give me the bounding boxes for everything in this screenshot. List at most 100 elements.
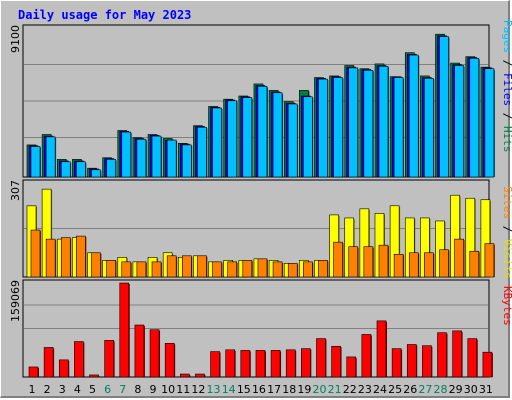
bar-pages (106, 159, 116, 178)
bar-sites (197, 255, 207, 278)
bar-kbytes (28, 366, 39, 378)
bar-sites (408, 252, 419, 278)
bar-kbytes (164, 343, 175, 378)
bar-kbytes (134, 324, 145, 378)
bar-kbytes (89, 374, 99, 378)
x-tick-label: 28 (434, 383, 448, 396)
bar-pages (303, 96, 313, 178)
bar-sites (91, 252, 101, 278)
x-tick-label: 14 (222, 383, 236, 396)
bar-sites (257, 258, 268, 278)
bar-pages (151, 135, 162, 178)
x-tick-label: 22 (343, 383, 357, 396)
bar-pages (348, 67, 359, 178)
x-tick-label: 23 (358, 383, 372, 396)
bar-sites (454, 238, 464, 278)
x-tick-label: 15 (237, 383, 251, 396)
bar-kbytes (240, 350, 251, 378)
x-tick-label: 27 (418, 383, 432, 396)
bar-pages (424, 78, 434, 178)
bar-sites (166, 255, 177, 278)
bar-sites (348, 246, 359, 278)
bar-sites (484, 243, 495, 278)
bar-kbytes (119, 282, 130, 378)
bar-kbytes (391, 348, 402, 378)
bar-kbytes (331, 345, 341, 378)
bar-kbytes (74, 341, 84, 378)
bar-sites (287, 263, 298, 278)
bar-sites (303, 261, 313, 278)
bar-kbytes (437, 332, 447, 378)
bar-pages (227, 100, 237, 178)
y-max-label: 159069 (9, 280, 22, 322)
bar-sites (60, 237, 71, 278)
bar-kbytes (316, 338, 326, 378)
x-tick-label: 11 (176, 383, 190, 396)
bar-pages (242, 97, 253, 178)
bar-kbytes (376, 320, 387, 378)
chart-title: Daily usage for May 2023 (18, 8, 192, 22)
series-legend: Pages / Files / Hits (501, 20, 512, 153)
bar-pages (363, 70, 374, 178)
bar-pages (287, 103, 298, 178)
legend-item: KBytes (501, 286, 512, 326)
bar-kbytes (361, 334, 372, 378)
bar-sites (272, 261, 283, 278)
bar-kbytes (104, 340, 114, 378)
bar-pages (121, 131, 132, 178)
x-tick-label: 12 (191, 383, 205, 396)
legend-item: Visits (501, 239, 512, 279)
bar-sites (76, 235, 86, 278)
x-tick-label: 9 (150, 383, 157, 396)
bar-pages (182, 144, 192, 178)
bar-kbytes (255, 350, 266, 378)
x-tick-label: 30 (464, 383, 478, 396)
bar-sites (151, 261, 162, 278)
bar-kbytes (270, 350, 281, 378)
bar-sites (469, 250, 480, 278)
y-max-label: 307 (9, 180, 22, 201)
bar-pages (454, 65, 464, 178)
bar-kbytes (43, 347, 54, 378)
bar-sites (30, 229, 41, 278)
x-tick-label: 26 (403, 383, 417, 396)
bar-pages (333, 77, 343, 178)
bar-kbytes (346, 356, 357, 378)
series-legend: Sites / Visits (501, 186, 512, 279)
bar-sites (242, 260, 253, 278)
bar-sites (378, 244, 389, 278)
legend-item: Hits (501, 126, 512, 153)
x-tick-label: 7 (119, 383, 126, 396)
bar-kbytes (422, 345, 432, 378)
x-tick-label: 6 (104, 383, 111, 396)
bar-kbytes (149, 329, 160, 378)
bar-kbytes (225, 349, 235, 378)
x-tick-label: 13 (207, 383, 221, 396)
bar-pages (408, 54, 419, 178)
bar-sites (424, 252, 434, 278)
x-tick-label: 2 (44, 383, 51, 396)
bar-sites (45, 238, 56, 278)
bar-pages (378, 65, 389, 178)
bar-pages (76, 161, 86, 178)
x-tick-label: 21 (328, 383, 342, 396)
legend-separator: / (501, 106, 512, 126)
x-tick-label: 10 (161, 383, 175, 396)
x-tick-label: 16 (252, 383, 266, 396)
bar-sites (182, 255, 192, 278)
series-legend: KBytes (501, 286, 512, 326)
bar-sites (227, 261, 237, 278)
bar-kbytes (195, 373, 205, 378)
legend-item: Files (501, 73, 512, 106)
bar-pages (212, 107, 222, 178)
bar-sites (136, 261, 147, 278)
bar-pages (30, 146, 41, 178)
y-max-label: 9100 (9, 25, 22, 53)
bar-kbytes (210, 351, 220, 378)
bar-kbytes (285, 349, 296, 378)
bar-pages (136, 138, 147, 178)
bar-kbytes (58, 359, 69, 378)
bar-pages (393, 77, 404, 178)
bar-sites (439, 249, 449, 278)
